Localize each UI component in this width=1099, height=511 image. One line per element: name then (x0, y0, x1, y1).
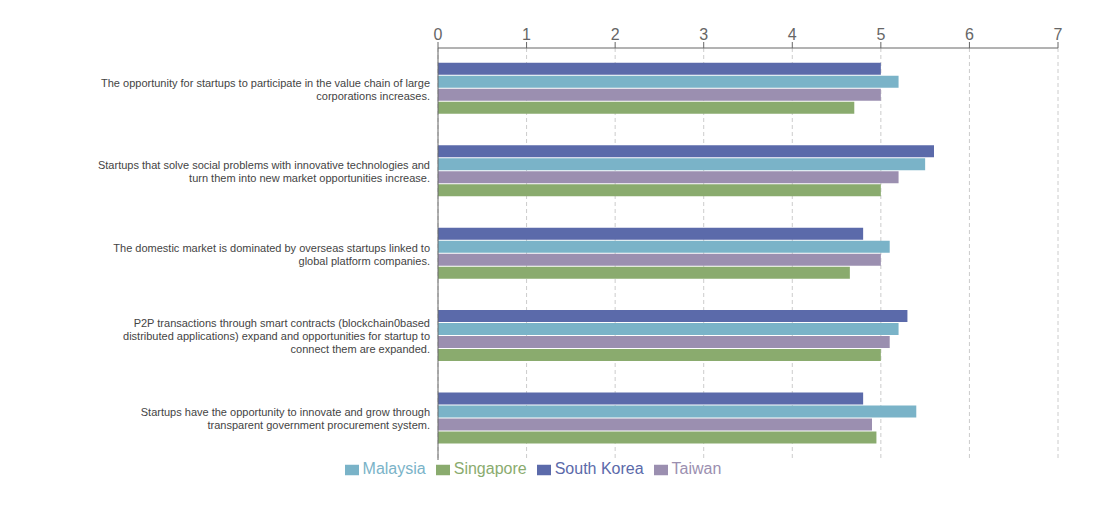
svg-text:6: 6 (965, 26, 974, 43)
svg-text:5: 5 (876, 26, 885, 43)
svg-text:0: 0 (434, 26, 443, 43)
svg-text:7: 7 (1054, 26, 1063, 43)
svg-text:The domestic market is dominat: The domestic market is dominated by over… (113, 242, 430, 267)
html-text:Taiwan: Taiwan (671, 460, 722, 477)
svg-text:4: 4 (788, 26, 797, 43)
html-text:Singapore: Singapore (453, 460, 527, 477)
svg-text:2: 2 (611, 26, 620, 43)
svg-text:The opportunity for startups t: The opportunity for startups to particip… (101, 77, 430, 102)
html-text:Malaysia: Malaysia (362, 460, 426, 477)
svg-text:Startups have the opportunity: Startups have the opportunity to innovat… (141, 406, 430, 431)
svg-text:Startups that solve social pro: Startups that solve social problems with… (98, 159, 430, 184)
svg-text:3: 3 (699, 26, 708, 43)
svg-text:1: 1 (522, 26, 531, 43)
html-text:South Korea: South Korea (554, 460, 644, 477)
svg-text:P2P transactions through smart: P2P transactions through smart contracts… (123, 317, 430, 355)
